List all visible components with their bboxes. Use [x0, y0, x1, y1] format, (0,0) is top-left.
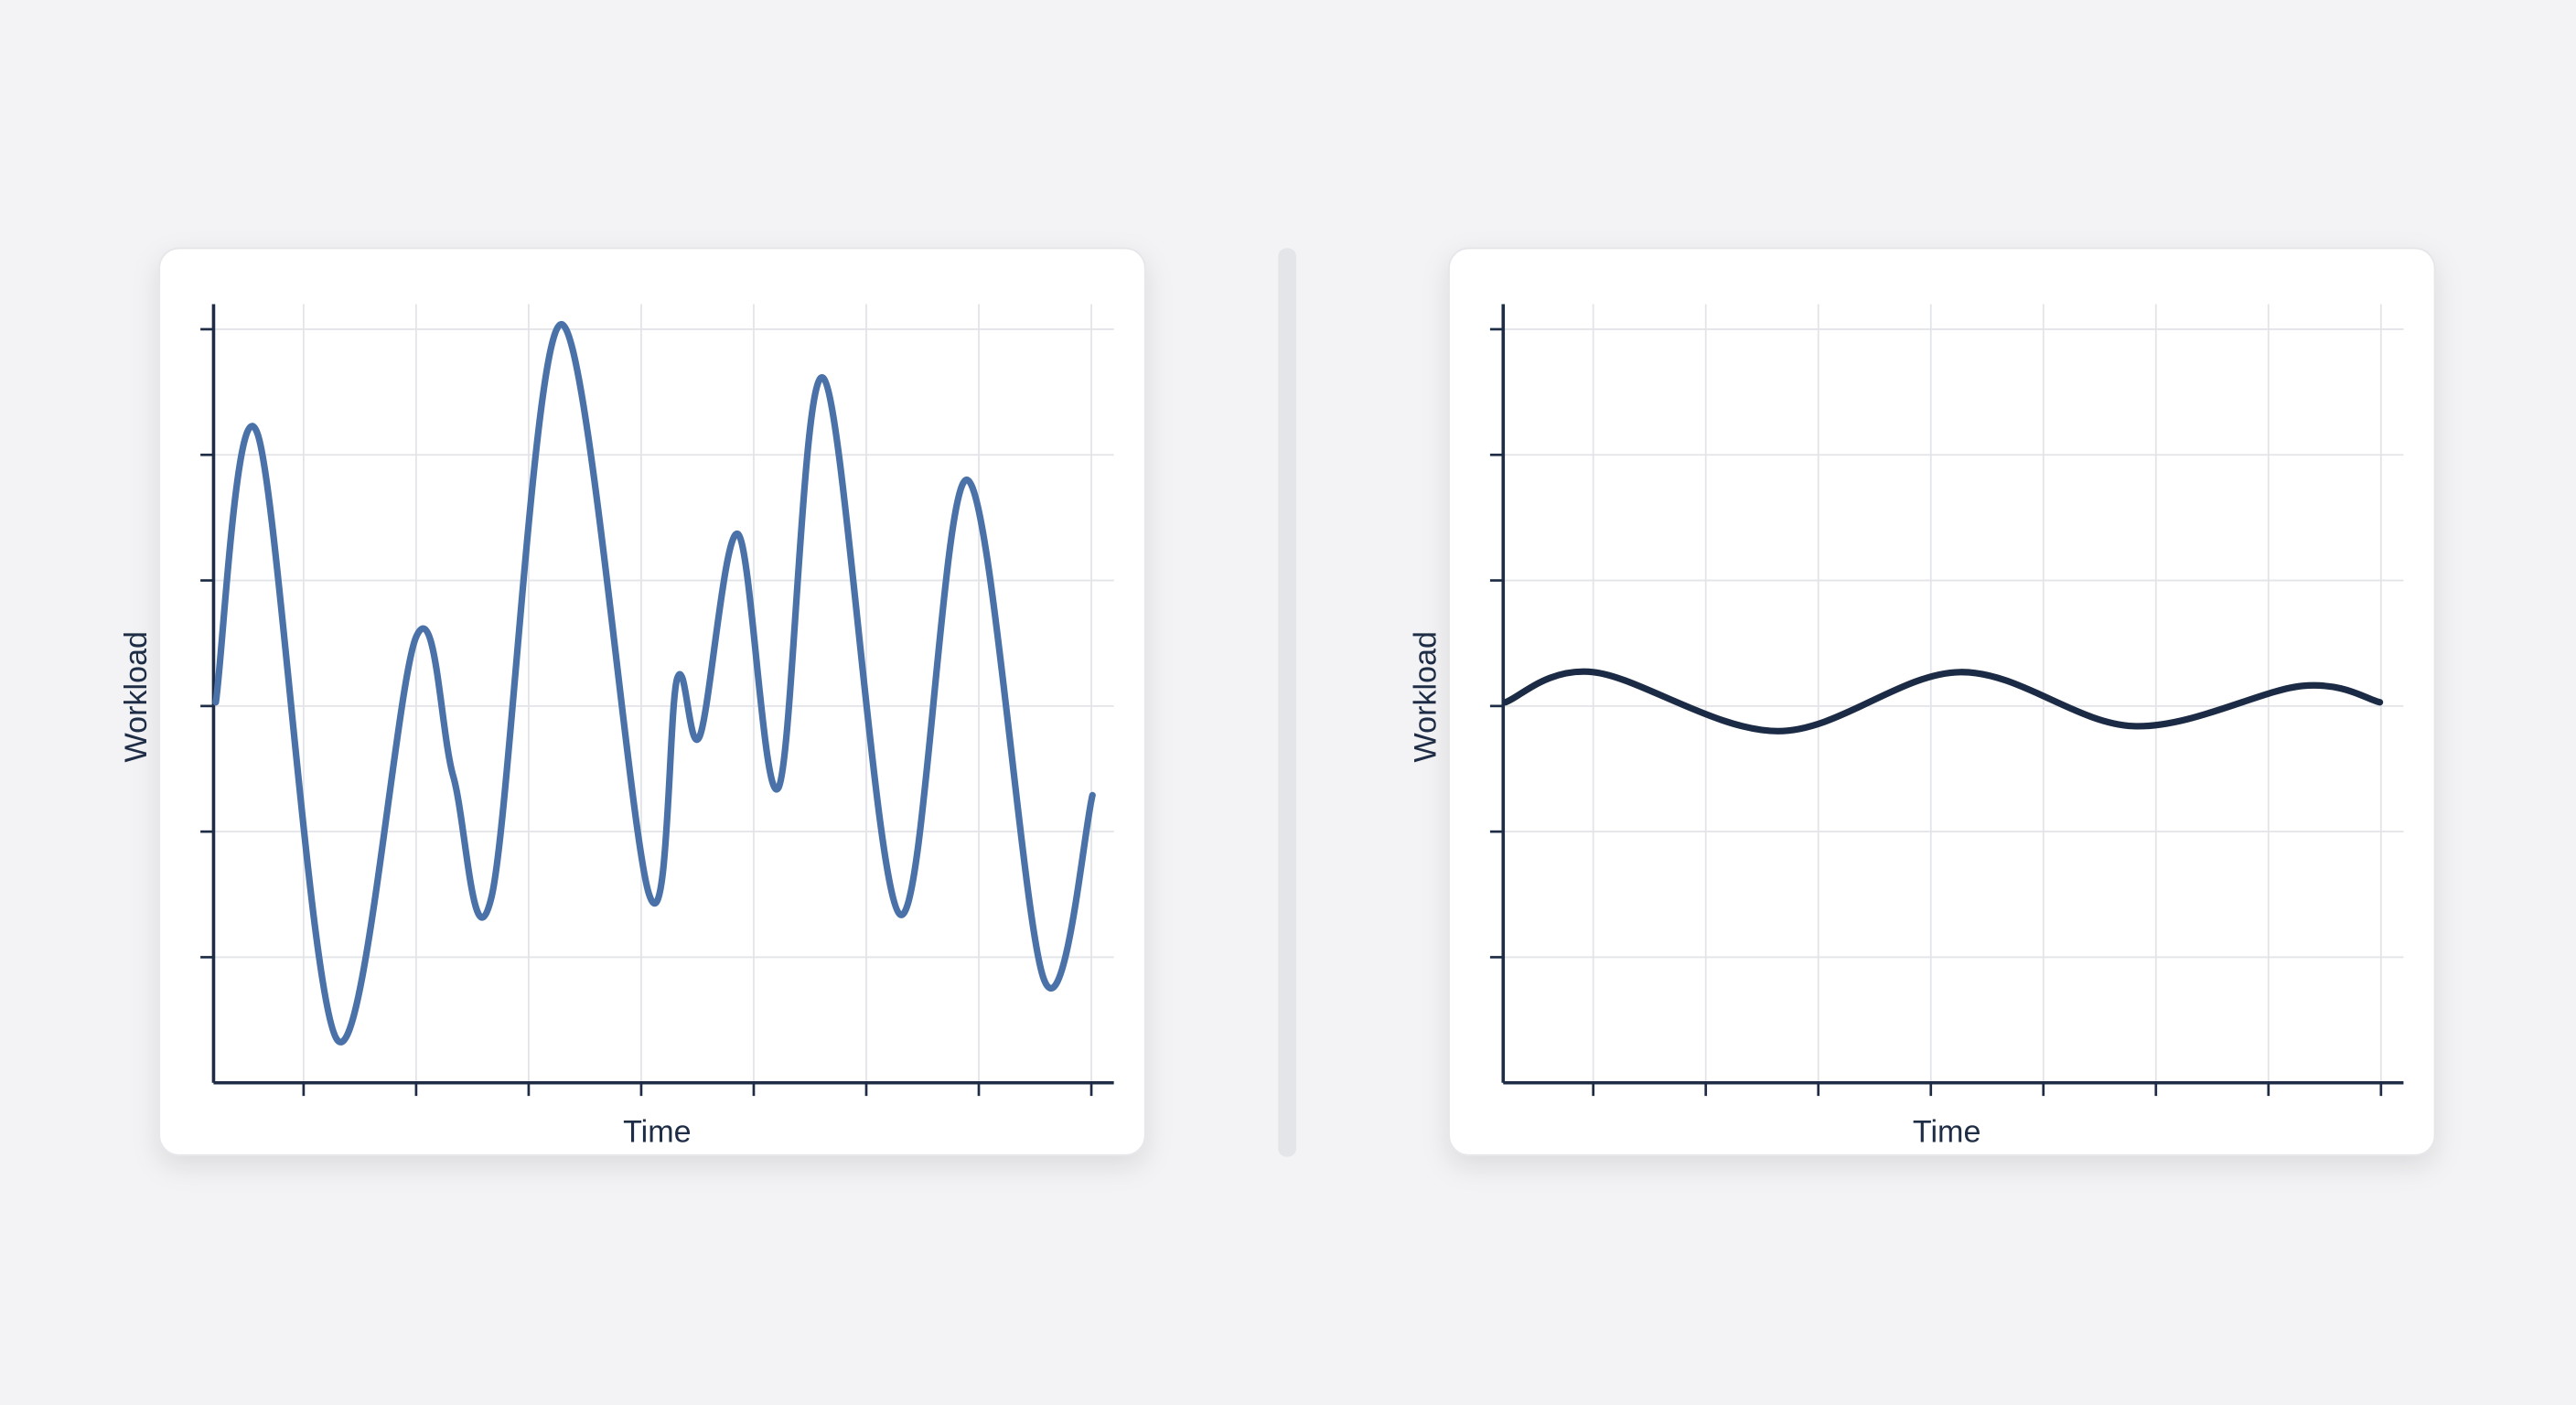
data-line [212, 320, 1096, 1046]
data-line [1502, 668, 2384, 735]
x-axis-label: Time [1913, 1114, 1981, 1149]
y-axis-label: Workload [1409, 631, 1444, 762]
x-axis-label: Time [623, 1114, 692, 1149]
divider [1278, 248, 1296, 1157]
y-axis-label: Workload [119, 631, 154, 762]
card [158, 247, 1146, 1156]
card [1448, 247, 2436, 1156]
